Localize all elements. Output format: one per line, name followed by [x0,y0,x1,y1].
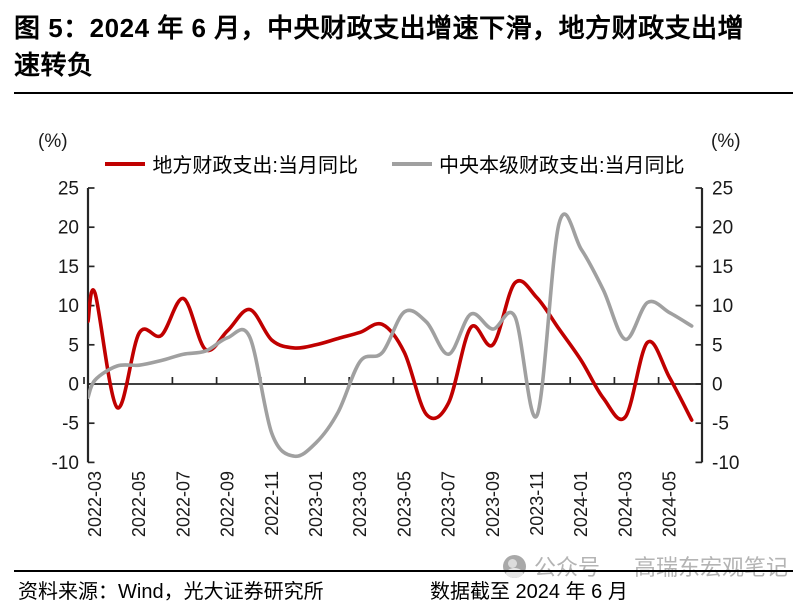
y-tick-label-left: 10 [58,296,79,317]
y-tick-label-right: 0 [712,374,723,395]
x-tick-label: 2022-11 [262,471,282,536]
unit-label-left: (%) [38,131,68,152]
x-tick-label: 2022-07 [173,471,193,537]
x-tick-label: 2023-09 [483,471,503,537]
figure-title-line2: 速转负 [14,50,94,80]
chart-legend: 地方财政支出:当月同比 中央本级财政支出:当月同比 [88,149,702,178]
x-tick-label: 2022-03 [85,471,105,537]
series-line-local-expenditure [88,279,694,422]
y-tick-label-left: -10 [52,453,79,474]
y-tick-label-left: -5 [62,414,79,435]
y-tick-label-right: 25 [712,178,733,199]
y-tick-label-left: 20 [58,218,79,239]
y-tick-label-right: -10 [712,453,739,474]
y-tick-label-right: 10 [712,296,733,317]
x-tick-label: 2024-03 [615,471,635,537]
y-tick-label-left: 5 [68,335,79,356]
title-divider [14,92,793,95]
watermark-prefix: 公众号 [534,555,601,580]
unit-label-right: (%) [711,131,741,152]
x-tick-label: 2022-05 [129,471,149,537]
y-tick-label-right: 5 [712,335,723,356]
legend-label-central: 中央本级财政支出:当月同比 [439,155,685,177]
y-tick-label-left: 0 [68,374,79,395]
legend-item-local: 地方财政支出:当月同比 [105,149,358,178]
x-tick-label: 2023-05 [394,471,414,537]
legend-item-central: 中央本级财政支出:当月同比 [392,149,685,178]
y-tick-label-right: -5 [712,414,729,435]
figure-title: 图 5：2024 年 6 月，中央财政支出增速下滑，地方财政支出增 速转负 [14,10,794,84]
x-tick-label: 2024-01 [571,471,591,537]
legend-swatch-local [105,161,146,166]
legend-swatch-central [392,161,432,166]
y-tick-label-left: 25 [58,178,79,199]
x-tick-label: 2023-01 [306,471,326,537]
y-tick-label-right: 20 [712,218,733,239]
watermark: 公众号 高瑞东宏观笔记 [503,550,788,582]
source-note: 资料来源：Wind，光大证券研究所 [18,581,324,603]
watermark-name: 高瑞东宏观笔记 [634,555,789,580]
footer-divider [14,570,793,573]
x-tick-label: 2024-05 [660,471,680,537]
data-cutoff-note: 数据截至 2024 年 6 月 [430,581,628,603]
y-tick-label-left: 15 [58,257,79,278]
legend-label-local: 地方财政支出:当月同比 [152,155,358,177]
x-tick-label: 2023-03 [350,471,370,537]
x-tick-label: 2023-07 [439,471,459,537]
x-tick-label: 2022-09 [218,471,238,537]
x-tick-label: 2023-11 [527,471,547,536]
series-line-central-expenditure [88,212,694,459]
y-tick-label-right: 15 [712,257,733,278]
figure-title-line1: 图 5：2024 年 6 月，中央财政支出增速下滑，地方财政支出增 [14,13,745,43]
